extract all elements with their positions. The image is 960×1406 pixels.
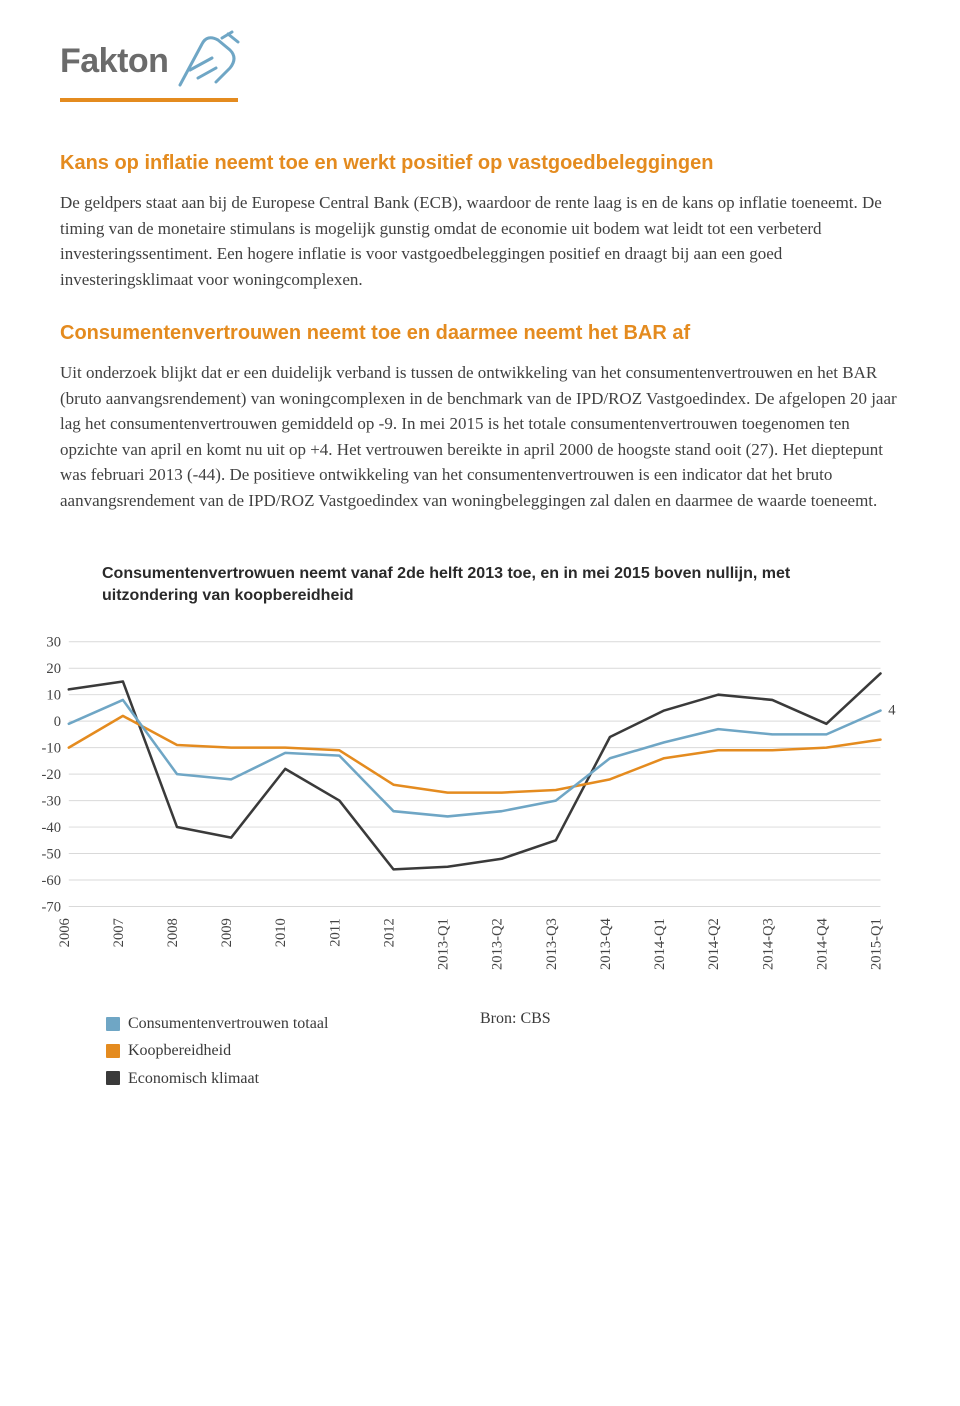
svg-text:-20: -20	[42, 767, 61, 783]
svg-text:4: 4	[888, 702, 896, 718]
legend-label: Economisch klimaat	[128, 1065, 259, 1092]
svg-text:-30: -30	[42, 793, 61, 809]
svg-text:0: 0	[54, 714, 61, 730]
section1-body: De geldpers staat aan bij de Europese Ce…	[60, 190, 900, 292]
svg-text:30: 30	[46, 634, 61, 650]
svg-text:2013-Q4: 2013-Q4	[598, 917, 614, 970]
svg-text:2013-Q1: 2013-Q1	[436, 918, 452, 970]
legend-item: Economisch klimaat	[106, 1065, 900, 1092]
legend-swatch	[106, 1017, 120, 1031]
svg-text:-10: -10	[42, 740, 61, 756]
svg-text:-40: -40	[42, 820, 61, 836]
brand-icon	[172, 30, 242, 92]
svg-text:2014-Q1: 2014-Q1	[652, 918, 668, 970]
section2-heading: Consumentenvertrouwen neemt toe en daarm…	[60, 320, 900, 346]
svg-text:2014-Q2: 2014-Q2	[706, 918, 722, 970]
line-chart: -70 -60 -50 -40 -30 -20 -10 0 10 20 30 4 2006 2007 200…	[0, 608, 960, 992]
svg-text:2008: 2008	[165, 918, 181, 947]
svg-text:2010: 2010	[273, 918, 289, 947]
brand-logo: Fakton	[0, 0, 960, 102]
svg-text:-50: -50	[42, 846, 61, 862]
chart-legend: Consumentenvertrouwen totaalKoopbereidhe…	[0, 992, 960, 1132]
svg-text:2009: 2009	[219, 918, 235, 947]
svg-text:2014-Q3: 2014-Q3	[760, 918, 776, 970]
svg-text:-60: -60	[42, 873, 61, 889]
svg-text:2012: 2012	[381, 918, 397, 947]
legend-item: Koopbereidheid	[106, 1037, 900, 1064]
section1-heading: Kans op inflatie neemt toe en werkt posi…	[60, 150, 900, 176]
legend-swatch	[106, 1071, 120, 1085]
svg-text:2015-Q1: 2015-Q1	[869, 918, 885, 970]
legend-label: Consumentenvertrouwen totaal	[128, 1010, 328, 1037]
legend-label: Koopbereidheid	[128, 1037, 231, 1064]
legend-swatch	[106, 1044, 120, 1058]
svg-text:-70: -70	[42, 899, 61, 915]
svg-text:20: 20	[46, 661, 61, 677]
section2-body: Uit onderzoek blijkt dat er een duidelij…	[60, 360, 900, 513]
svg-text:2006: 2006	[57, 918, 73, 947]
svg-text:2011: 2011	[327, 918, 343, 947]
svg-text:2013-Q2: 2013-Q2	[490, 918, 506, 970]
chart-caption: Consumentenvertrowuen neemt vanaf 2de he…	[60, 541, 840, 608]
chart-source: Bron: CBS	[480, 1010, 551, 1028]
svg-text:10: 10	[46, 687, 61, 703]
svg-text:2014-Q4: 2014-Q4	[814, 917, 830, 970]
brand-name: Fakton	[60, 42, 168, 81]
svg-text:2013-Q3: 2013-Q3	[544, 918, 560, 970]
svg-text:2007: 2007	[111, 918, 127, 947]
